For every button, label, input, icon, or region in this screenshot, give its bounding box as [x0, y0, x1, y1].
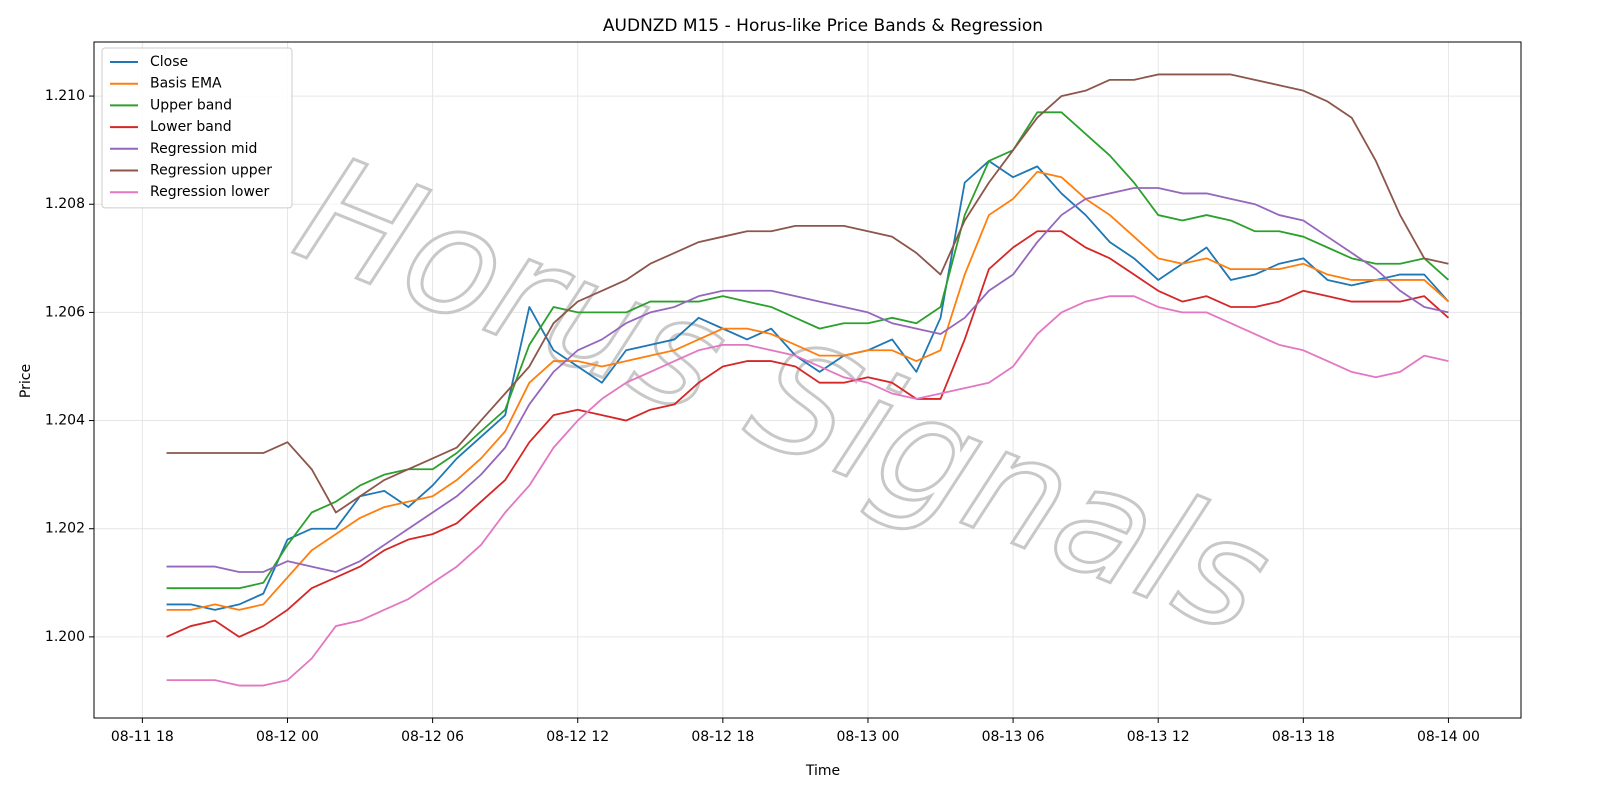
series-line	[166, 160, 1450, 611]
legend-label: Regression lower	[150, 184, 270, 200]
chart-title: AUDNZD M15 - Horus-like Price Bands & Re…	[603, 16, 1043, 36]
legend-label: Close	[150, 54, 188, 70]
x-tick-label: 08-13 12	[1127, 729, 1190, 745]
legend-label: Lower band	[150, 119, 232, 135]
y-tick-label: 1.208	[45, 196, 85, 212]
x-tick-label: 08-13 18	[1272, 729, 1335, 745]
x-tick-label: 08-12 12	[546, 729, 609, 745]
series-line	[166, 111, 1450, 590]
series-line	[166, 187, 1449, 573]
x-tick-label: 08-12 18	[691, 729, 754, 745]
legend: Close Basis EMA Upper band Lower band Regres…	[101, 47, 293, 209]
legend-label: Basis EMA	[150, 76, 222, 92]
legend-label: Regression upper	[150, 163, 272, 179]
y-tick-label: 1.204	[45, 413, 85, 429]
legend-label: Regression mid	[150, 141, 257, 157]
x-axis-label: Time	[805, 763, 840, 779]
x-tick-label: 08-12 00	[256, 729, 319, 745]
y-tick-label: 1.202	[45, 521, 85, 537]
y-tick-label: 1.210	[45, 88, 85, 104]
x-tick-label: 08-13 06	[982, 729, 1045, 745]
x-tick-label: 08-13 00	[836, 729, 899, 745]
legend-label: Upper band	[150, 97, 232, 113]
series-line	[166, 73, 1449, 514]
y-tick-label: 1.200	[45, 629, 85, 645]
y-tick-label: 1.206	[45, 304, 85, 320]
series-line	[166, 170, 1450, 611]
series-line	[166, 230, 1450, 638]
series-line	[166, 295, 1449, 687]
legend-box	[101, 47, 293, 209]
x-tick-label: 08-12 06	[401, 729, 464, 745]
y-axis-label: Price	[18, 364, 34, 398]
plot-frame	[93, 41, 1522, 719]
x-tick-label: 08-14 00	[1417, 729, 1480, 745]
x-tick-label: 08-11 18	[111, 729, 174, 745]
